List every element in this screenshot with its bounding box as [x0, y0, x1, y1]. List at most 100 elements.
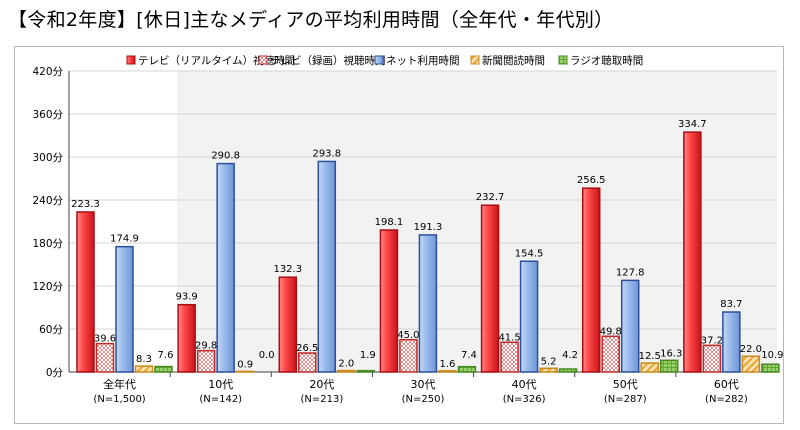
bar-5 [356, 369, 376, 373]
data-label: 290.8 [211, 151, 240, 162]
data-label: 83.7 [720, 299, 742, 310]
plot-area: 0分 60分 120分 180分 240分 300分 360分 420分 223.3 39.6 17… [32, 66, 783, 405]
data-label: 132.3 [273, 264, 302, 275]
bar-1 [581, 187, 601, 373]
data-label: 7.6 [158, 350, 174, 361]
legend-swatch-5 [558, 55, 568, 65]
data-label: 1.9 [360, 350, 376, 361]
data-label: 22.0 [740, 344, 762, 355]
legend-swatch-2 [258, 55, 268, 65]
data-label: 45.0 [397, 330, 419, 341]
x-tick-label: 全年代 [103, 377, 136, 391]
legend-label: ネット利用時間 [386, 55, 460, 67]
y-tick-label: 300分 [32, 152, 63, 164]
data-label: 223.3 [71, 199, 100, 210]
data-label: 37.2 [701, 335, 723, 346]
bar-1 [480, 204, 500, 373]
data-label: 39.6 [94, 334, 116, 345]
data-label: 1.6 [439, 359, 455, 370]
bar-3 [722, 311, 741, 373]
y-tick-label: 420分 [32, 66, 63, 78]
y-tick-label: 0分 [46, 367, 64, 379]
data-label: 4.2 [562, 350, 578, 361]
legend-label: 新聞閲読時間 [482, 54, 545, 67]
data-label: 154.5 [515, 248, 544, 259]
x-tick-label: 30代 [411, 378, 436, 391]
x-tick-sublabel: (N=326) [503, 394, 546, 405]
data-label: 198.1 [375, 217, 404, 228]
bar-5 [457, 365, 477, 373]
bar-1 [683, 131, 702, 373]
data-label: 174.9 [110, 234, 139, 245]
legend-swatch-1 [126, 55, 136, 65]
data-label: 256.5 [577, 175, 606, 186]
x-tick-sublabel: (N=142) [199, 394, 242, 405]
bar-1 [76, 211, 95, 373]
y-tick-label: 60分 [39, 324, 63, 336]
bar-3 [418, 234, 438, 373]
bar-3 [317, 160, 337, 373]
x-tick-sublabel: (N=250) [402, 394, 445, 405]
data-label: 26.5 [296, 343, 318, 354]
data-label: 49.8 [600, 326, 622, 337]
bar-5 [761, 363, 780, 373]
y-tick-label: 240分 [32, 195, 63, 207]
bar-3 [519, 260, 539, 373]
bar-5 [154, 365, 173, 373]
data-label: 41.5 [498, 332, 520, 343]
data-label: 8.3 [136, 354, 152, 365]
data-label: 5.2 [541, 356, 557, 367]
data-label: 0.0 [259, 350, 275, 361]
legend-swatch-3 [374, 55, 384, 65]
bar-4 [640, 362, 659, 373]
bar-2 [601, 335, 620, 373]
bar-2 [702, 344, 722, 373]
chart-title: 【令和2年度】[休日]主なメディアの平均利用時間（全年代・年代別） [8, 9, 614, 31]
x-tick-label: 20代 [309, 378, 334, 391]
bar-3 [115, 245, 134, 373]
x-tick-label: 10代 [208, 378, 233, 391]
bar-4 [539, 367, 558, 373]
bar-1 [278, 276, 298, 373]
y-tick-label: 180分 [32, 238, 63, 250]
x-tick-sublabel: (N=1,500) [93, 394, 145, 405]
data-label: 293.8 [312, 148, 341, 159]
legend-label: ラジオ聴取時間 [570, 55, 643, 67]
data-label: 29.8 [195, 341, 217, 352]
bar-4 [134, 365, 154, 373]
bar-3 [620, 279, 640, 373]
legend-label: テレビ（録画）視聴時間 [270, 54, 386, 67]
bar-3 [216, 162, 235, 373]
data-label: 10.9 [761, 350, 783, 361]
x-tick-sublabel: (N=213) [300, 394, 343, 405]
legend-swatch-4 [470, 55, 480, 65]
bar-5 [659, 359, 679, 373]
bar-2 [399, 339, 418, 373]
data-label: 2.0 [338, 359, 354, 370]
chart-frame: テレビ（リアルタイム）視聴時間 テレビ（録画）視聴時間 ネット利用時間 新聞閲読時間 ラ… [14, 46, 784, 424]
x-tick-sublabel: (N=282) [705, 394, 748, 405]
bar-2 [298, 352, 317, 373]
data-label: 334.7 [678, 119, 707, 130]
data-label: 0.9 [237, 359, 253, 370]
bar-1 [177, 303, 196, 373]
bar-1 [379, 229, 399, 373]
bar-2 [500, 341, 519, 373]
x-tick-label: 40代 [512, 378, 537, 391]
data-label: 232.7 [476, 192, 505, 203]
data-label: 12.5 [639, 351, 661, 362]
data-label: 7.4 [461, 350, 477, 361]
bar-4 [741, 355, 761, 373]
bar-4 [438, 370, 457, 373]
bar-2 [196, 349, 216, 373]
y-tick-label: 120分 [32, 281, 63, 293]
x-tick-label: 60代 [714, 378, 739, 391]
bar-4 [337, 369, 356, 373]
data-label: 127.8 [616, 267, 645, 278]
legend-label: テレビ（リアルタイム）視聴時間 [138, 54, 295, 67]
bar-5 [558, 368, 578, 373]
bar-2 [95, 342, 115, 373]
data-label: 93.9 [176, 292, 198, 303]
